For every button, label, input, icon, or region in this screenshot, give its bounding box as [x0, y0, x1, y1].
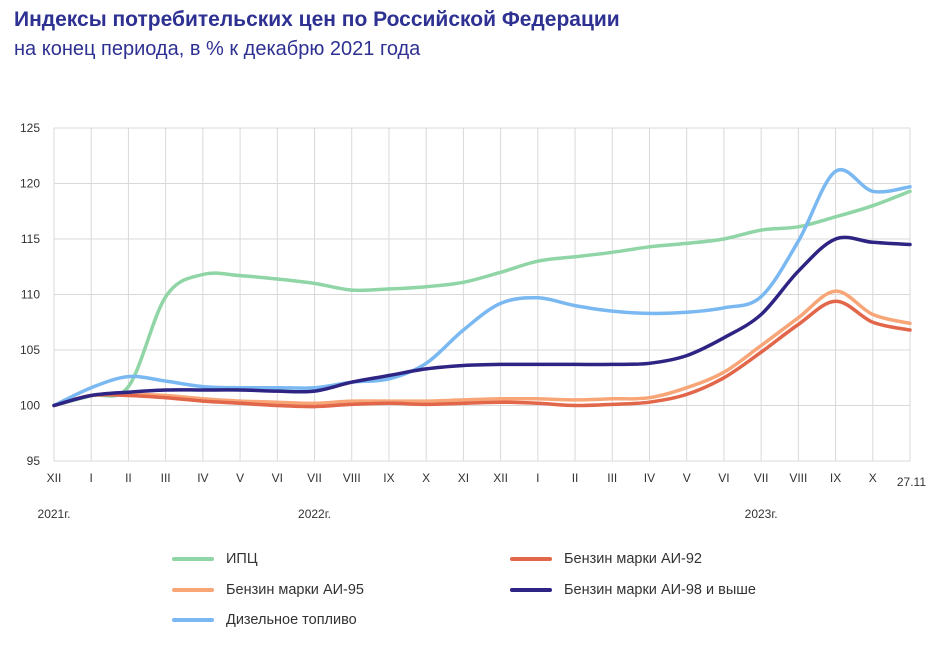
year-label: 2023г. — [745, 507, 778, 521]
x-tick-label: VIII — [343, 471, 361, 485]
x-tick-label: IX — [383, 471, 394, 485]
y-tick-label: 95 — [27, 454, 41, 468]
legend-swatch — [510, 557, 552, 561]
x-tick-label: III — [161, 471, 171, 485]
legend-label: Дизельное топливо — [226, 612, 357, 628]
x-tick-label: VII — [754, 471, 769, 485]
y-tick-label: 100 — [20, 399, 40, 413]
x-tick-label: VI — [718, 471, 729, 485]
y-tick-label: 110 — [21, 288, 40, 302]
x-tick-label: X — [869, 471, 877, 485]
x-tick-label: III — [607, 471, 617, 485]
x-tick-label: IV — [197, 471, 208, 485]
y-tick-label: 115 — [21, 232, 40, 246]
year-label: 2022г. — [298, 507, 331, 521]
x-tick-label: V — [683, 471, 691, 485]
y-tick-label: 120 — [20, 177, 40, 191]
legend-swatch — [510, 588, 552, 592]
series-line-1 — [52, 189, 912, 408]
y-tick-label: 125 — [20, 121, 40, 135]
legend-item: Бензин марки АИ-92 — [510, 551, 702, 567]
x-tick-label: VI — [272, 471, 283, 485]
x-tick-label: II — [572, 471, 579, 485]
series-line-4 — [52, 235, 912, 408]
x-tick-label: IV — [644, 471, 655, 485]
x-tick-label: XII — [493, 471, 508, 485]
chart-subtitle: на конец периода, в % к декабрю 2021 год… — [14, 38, 421, 60]
legend-item: Бензин марки АИ-95 — [172, 582, 364, 598]
grid — [53, 127, 911, 462]
x-tick-label: 27.11 — [897, 475, 926, 489]
legend-label: Бензин марки АИ-92 — [564, 551, 702, 567]
x-tick-label: II — [125, 471, 132, 485]
legend-label: Бензин марки АИ-95 — [226, 582, 364, 598]
legend-item: Бензин марки АИ-98 и выше — [510, 582, 756, 598]
x-tick-label: X — [422, 471, 430, 485]
legend-item: Дизельное топливо — [172, 612, 357, 628]
x-tick-label: XII — [47, 471, 62, 485]
series-line-3 — [52, 289, 912, 408]
legend-label: Бензин марки АИ-98 и выше — [564, 582, 756, 598]
legend-swatch — [172, 557, 214, 561]
x-tick-label: IX — [830, 471, 841, 485]
series-line-2 — [52, 299, 912, 409]
y-tick-label: 105 — [20, 343, 40, 357]
x-tick-label: I — [536, 471, 539, 485]
series-line-5 — [52, 167, 912, 408]
x-tick-label: VII — [307, 471, 322, 485]
legend-swatch — [172, 618, 214, 622]
legend-swatch — [172, 588, 214, 592]
series-lines — [52, 167, 912, 409]
chart-title: Индексы потребительских цен по Российско… — [14, 8, 620, 31]
x-tick-label: I — [90, 471, 93, 485]
x-tick-label: V — [236, 471, 244, 485]
year-label: 2021г. — [38, 507, 71, 521]
x-tick-label: VIII — [789, 471, 807, 485]
year-labels: 2021г. 2022г. 2023г. — [38, 507, 778, 521]
x-tick-label: XI — [458, 471, 469, 485]
x-axis-ticks: XII I II III IV V VI VII VIII IX X XI XII I II III IV V VI… — [47, 471, 927, 489]
legend-label: ИПЦ — [226, 551, 258, 567]
legend-item: ИПЦ — [172, 551, 258, 567]
y-axis-ticks: 95 100 105 110 115 120 125 — [20, 121, 40, 468]
